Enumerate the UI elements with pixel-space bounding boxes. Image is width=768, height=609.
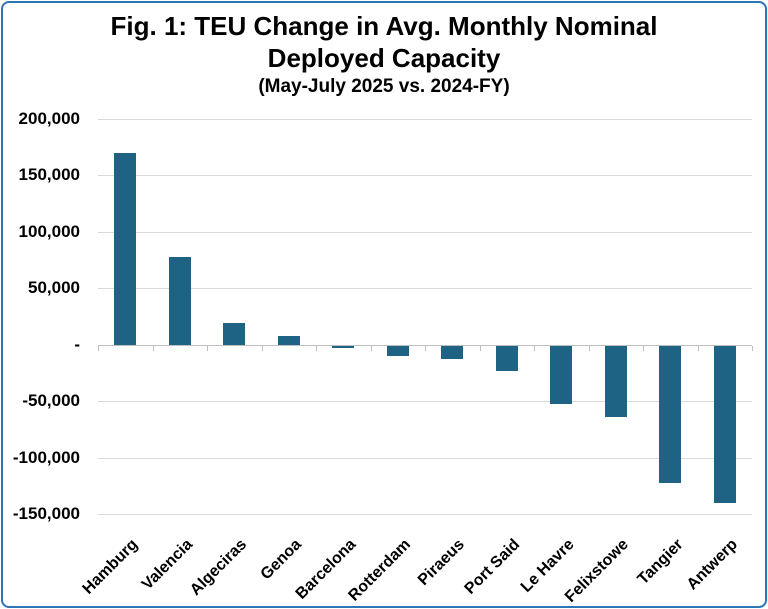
y-axis-label-50,000: 50,000 xyxy=(28,278,80,297)
x-axis-label-antwerp: Antwerp xyxy=(683,536,741,594)
x-axis-tick xyxy=(316,346,317,351)
bar-valencia xyxy=(169,257,191,345)
x-axis-tick xyxy=(752,346,753,351)
y-axis-label--150,000: -150,000 xyxy=(12,504,80,523)
x-axis-label-tangier: Tangier xyxy=(634,536,687,589)
x-axis-tick xyxy=(534,346,535,351)
bar-algeciras xyxy=(223,323,245,345)
chart-subtitle: (May-July 2025 vs. 2024-FY) xyxy=(258,76,510,97)
chart-title-line2: Deployed Capacity xyxy=(267,43,501,73)
gridline xyxy=(98,175,752,176)
x-axis-tick xyxy=(425,346,426,351)
x-axis-label-port-said: Port Said xyxy=(461,536,523,598)
x-axis-tick xyxy=(207,346,208,351)
bar-tangier xyxy=(659,346,681,483)
gridline xyxy=(98,401,752,402)
x-axis-label-algeciras: Algeciras xyxy=(187,536,251,599)
y-axis-label--: - xyxy=(74,335,80,354)
bar-felixstowe xyxy=(605,346,627,417)
y-axis-label-100,000: 100,000 xyxy=(18,222,80,241)
bar-le-havre xyxy=(550,346,572,404)
gridline xyxy=(98,119,752,120)
x-axis-tick xyxy=(153,346,154,351)
gridline xyxy=(98,514,752,515)
x-axis-tick xyxy=(262,346,263,351)
zero-axis-line xyxy=(98,345,752,346)
bar-port-said xyxy=(496,346,518,371)
y-axis-label--100,000: -100,000 xyxy=(12,448,80,467)
bar-antwerp xyxy=(714,346,736,503)
y-axis-label-200,000: 200,000 xyxy=(18,109,80,128)
gridline xyxy=(98,458,752,459)
x-axis-label-genoa: Genoa xyxy=(257,536,305,584)
x-axis-tick xyxy=(98,346,99,351)
bar-piraeus xyxy=(441,346,463,359)
x-axis-label-piraeus: Piraeus xyxy=(415,536,469,589)
x-axis-tick xyxy=(480,346,481,351)
x-axis-tick xyxy=(589,346,590,351)
y-axis-label--50,000: -50,000 xyxy=(22,391,80,410)
x-axis-label-hamburg: Hamburg xyxy=(79,536,142,598)
chart-title-line1: Fig. 1: TEU Change in Avg. Monthly Nomin… xyxy=(110,11,658,41)
bar-genoa xyxy=(278,336,300,345)
y-axis-label-150,000: 150,000 xyxy=(18,165,80,184)
x-axis-tick xyxy=(643,346,644,351)
x-axis-tick xyxy=(371,346,372,351)
gridline xyxy=(98,232,752,233)
bar-rotterdam xyxy=(387,346,409,356)
x-axis-tick xyxy=(698,346,699,351)
bar-barcelona xyxy=(332,346,354,348)
bar-hamburg xyxy=(114,153,136,345)
chart-header: Fig. 1: TEU Change in Avg. Monthly Nomin… xyxy=(0,10,768,99)
gridline xyxy=(98,288,752,289)
